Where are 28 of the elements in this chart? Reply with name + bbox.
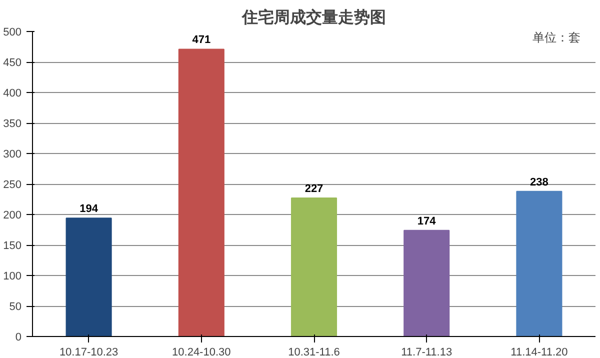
y-tick-label: 450 xyxy=(3,57,22,69)
y-tick-label: 350 xyxy=(3,118,22,130)
y-tick-label: 300 xyxy=(3,148,22,160)
annotation: 单位：套 xyxy=(532,30,580,44)
y-tick-label: 50 xyxy=(9,301,22,313)
chart-title: 住宅周成交量走势图 xyxy=(241,8,386,26)
y-tick-label: 0 xyxy=(15,332,22,344)
data-label: 238 xyxy=(530,176,548,188)
data-label: 471 xyxy=(192,34,211,46)
bar xyxy=(516,190,562,336)
x-tick-label: 10.24-10.30 xyxy=(172,346,231,358)
data-label: 194 xyxy=(80,203,99,216)
x-tick-label: 11.14-11.20 xyxy=(510,346,568,358)
y-tick-label: 150 xyxy=(3,240,22,252)
x-tick-label: 10.31-11.6 xyxy=(288,346,340,358)
x-tick-label: 11.7-11.13 xyxy=(401,346,452,358)
y-tick-label: 200 xyxy=(3,210,22,222)
data-label: 174 xyxy=(417,215,437,228)
data-label: 227 xyxy=(304,183,324,196)
y-tick-label: 400 xyxy=(3,88,22,100)
bar xyxy=(404,230,450,336)
bar xyxy=(66,218,112,336)
y-tick-label: 250 xyxy=(3,179,22,191)
bar xyxy=(178,48,224,336)
y-tick-label: 100 xyxy=(3,270,22,282)
y-tick-label: 500 xyxy=(3,26,22,38)
x-tick-label: 10.17-10.23 xyxy=(59,346,118,358)
bar xyxy=(290,198,338,336)
